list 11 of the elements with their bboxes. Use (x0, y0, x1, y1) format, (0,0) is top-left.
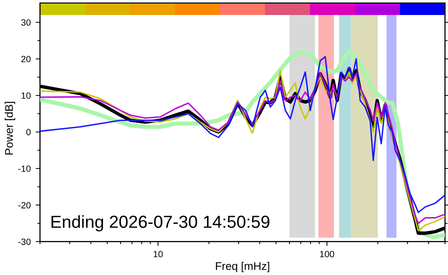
y-tick-label: 20 (21, 56, 31, 62)
annotation: Ending 2026-07-30 14:50:59 (52, 215, 270, 232)
x-axis-title: Freq [mHz] (216, 262, 270, 272)
y-tick-label: -20 (18, 202, 31, 208)
y-tick-label: -10 (18, 165, 31, 172)
x-tick-label: 100 (320, 250, 334, 258)
y-tick-label: 0 (26, 128, 31, 136)
y-tick-label: 30 (21, 19, 31, 26)
y-tick-label: 10 (22, 92, 31, 99)
y-axis-title: Power [dB] (4, 102, 16, 155)
y-tick-label: -30 (18, 238, 31, 245)
